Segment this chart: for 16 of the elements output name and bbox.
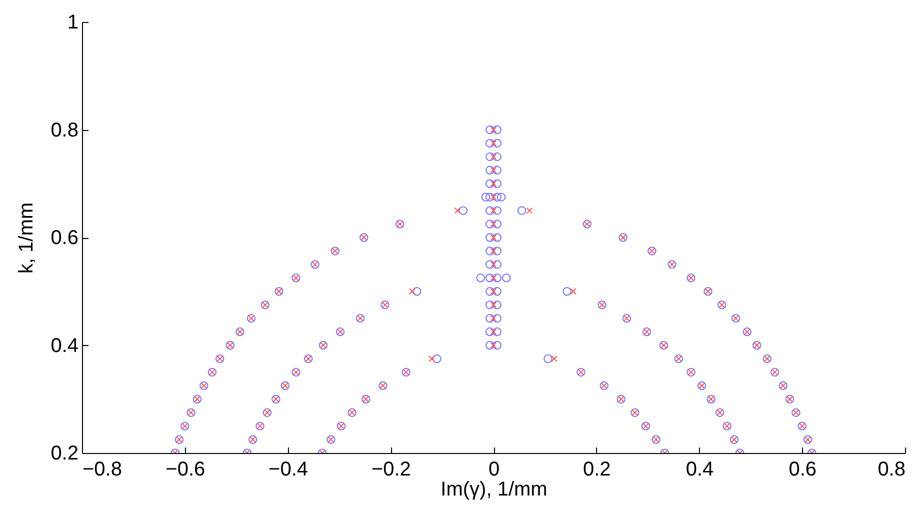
x-tick-label: 0 (488, 458, 500, 480)
x-axis-title: Im(γ), 1/mm (440, 478, 548, 500)
x-tick-label: −0.6 (166, 458, 206, 480)
y-tick-label: 0.8 (50, 119, 78, 142)
x-tick-label: −0.4 (268, 458, 308, 480)
x-tick-label: 0.4 (686, 458, 714, 480)
y-axis-title: k, 1/mm (16, 202, 38, 274)
y-tick-label: 1 (67, 12, 78, 34)
y-tick-label: 0.6 (50, 227, 78, 249)
x-tick-label: −0.8 (82, 458, 122, 480)
x-tick-label: 0.6 (788, 458, 817, 480)
x-tick-label: 0.8 (878, 458, 906, 480)
y-tick-label: 0.4 (50, 334, 78, 357)
x-tick-label: 0.2 (582, 458, 611, 480)
y-tick-label: 0.2 (50, 442, 78, 464)
x-tick-label: −0.2 (371, 458, 411, 480)
